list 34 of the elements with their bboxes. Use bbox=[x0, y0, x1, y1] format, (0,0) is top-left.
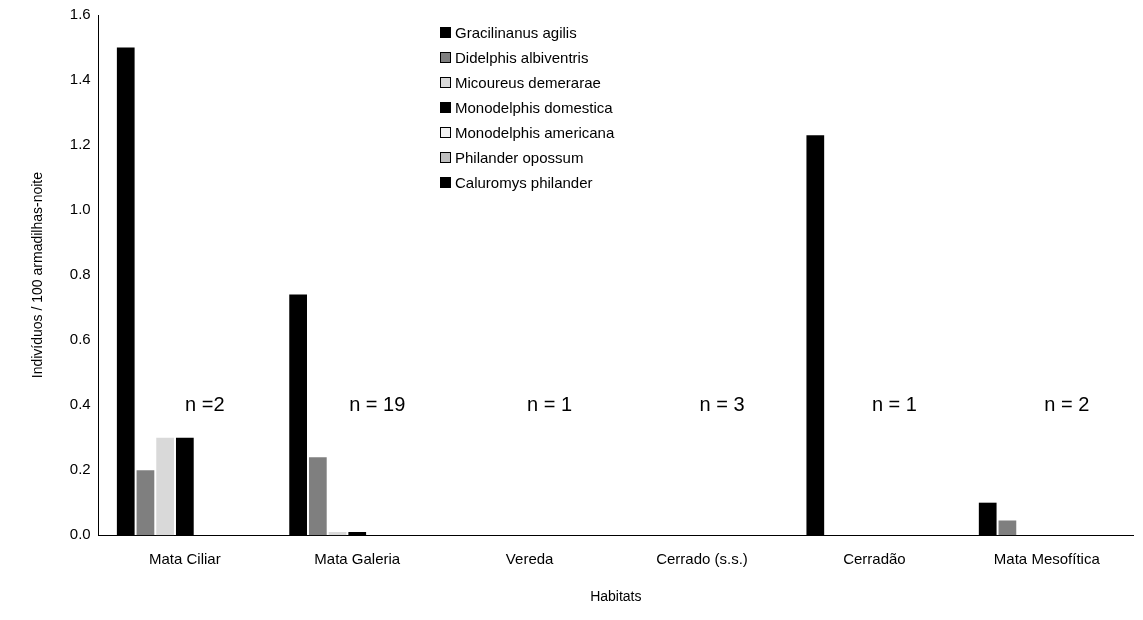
x-tick-label: Mata Ciliar bbox=[149, 550, 221, 568]
y-tick-label: 0.4 bbox=[69, 395, 91, 413]
x-tick-label: Vereda bbox=[505, 550, 555, 568]
annotation: n = 19 bbox=[349, 392, 406, 415]
legend-label: Gracilinanus agilis bbox=[454, 23, 577, 43]
legend-label: Didelphis albiventris bbox=[454, 48, 589, 68]
annotation: n = 1 bbox=[871, 392, 917, 415]
x-tick-label: Cerrado (s.s.) bbox=[656, 550, 748, 568]
legend-label: Monodelphis americana bbox=[454, 123, 615, 143]
x-tick-label: Mata Galeria bbox=[314, 550, 401, 568]
annotation: n = 3 bbox=[699, 392, 745, 415]
legend-label: Caluromys philander bbox=[454, 173, 593, 193]
y-tick-label: 0.0 bbox=[69, 525, 91, 543]
y-tick-label: 1.4 bbox=[69, 70, 91, 88]
x-tick-label: Mata Mesofítica bbox=[993, 550, 1101, 568]
annotation: n = 1 bbox=[527, 392, 573, 415]
legend-label: Monodelphis domestica bbox=[454, 98, 613, 118]
bar bbox=[136, 470, 155, 536]
bar bbox=[998, 520, 1017, 536]
legend-label: Philander opossum bbox=[454, 148, 584, 168]
y-tick-label: 0.8 bbox=[69, 265, 91, 283]
x-tick-label: Cerradão bbox=[843, 550, 906, 568]
x-axis-title: Habitats bbox=[590, 588, 642, 605]
y-tick-label: 1.0 bbox=[69, 200, 91, 218]
y-axis-title: Indivíduos / 100 armadilhas-noite bbox=[29, 171, 46, 379]
annotation: n =2 bbox=[185, 392, 225, 415]
y-tick-label: 0.2 bbox=[69, 460, 91, 478]
bar bbox=[308, 457, 327, 536]
annotation: n = 2 bbox=[1044, 392, 1090, 415]
legend-label: Micoureus demerarae bbox=[454, 73, 601, 93]
y-tick-label: 0.6 bbox=[69, 330, 91, 348]
bar bbox=[156, 437, 175, 536]
y-tick-label: 1.2 bbox=[69, 135, 91, 153]
y-tick-label: 1.6 bbox=[69, 5, 91, 23]
